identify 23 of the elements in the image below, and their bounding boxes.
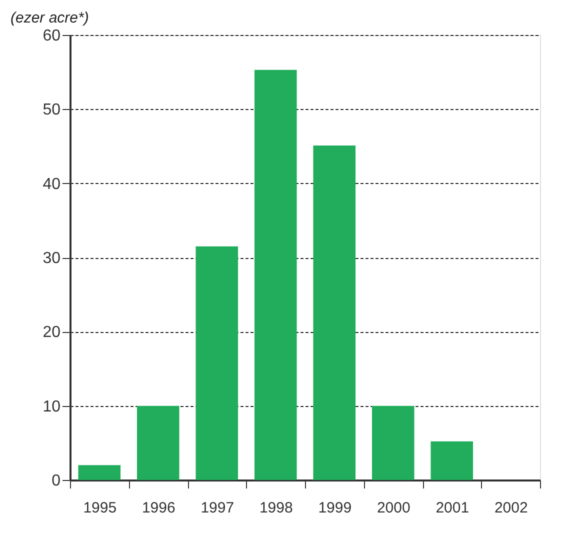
bar — [78, 465, 121, 480]
x-tick-label: 1995 — [83, 500, 117, 516]
y-tick-label: 40 — [42, 176, 61, 193]
x-tick-label: 1996 — [142, 500, 176, 516]
y-tick-label: 20 — [42, 324, 61, 342]
y-tick-label: 50 — [42, 102, 61, 119]
y-tick-label: 60 — [42, 28, 61, 44]
x-tick-label: 1999 — [318, 500, 352, 516]
bar — [196, 246, 238, 480]
x-tick-label: 1998 — [259, 500, 293, 516]
x-tick-label: 2001 — [436, 500, 470, 516]
x-tick-label: 1997 — [200, 500, 234, 516]
bar — [136, 406, 180, 480]
x-tick-label: 2000 — [376, 500, 410, 516]
x-tick-label: 2002 — [494, 500, 528, 516]
bar — [430, 441, 474, 480]
bar — [254, 70, 297, 480]
y-axis-title: (ezer acre*) — [10, 10, 89, 26]
y-tick-label: 30 — [42, 250, 61, 267]
bar — [372, 406, 414, 480]
y-tick-label: 10 — [42, 398, 61, 416]
bar — [313, 146, 356, 480]
y-tick-label: 0 — [52, 472, 61, 490]
